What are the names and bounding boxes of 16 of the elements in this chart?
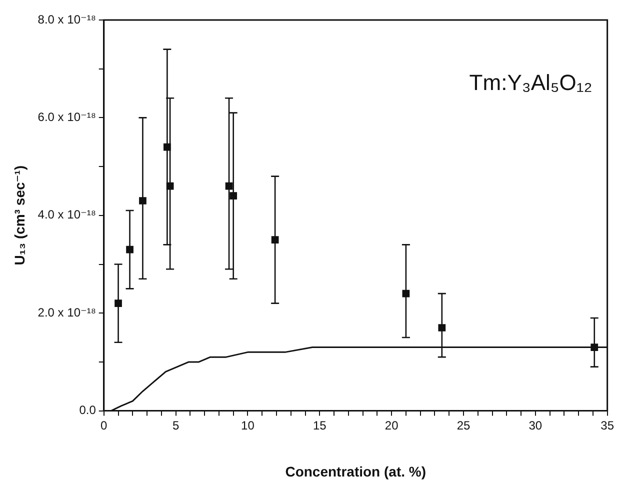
y-tick-label: 8.0 x 10⁻¹⁸ [38,12,96,26]
y-axis-title: U₁₃ (cm³ sec⁻¹) [11,166,28,266]
x-tick-label: 25 [456,418,470,432]
y-tick-label: 6.0 x 10⁻¹⁸ [38,110,96,124]
annotation: Tm:Y₃Al₅O₁₂ [469,70,592,95]
x-tick-label: 35 [600,418,614,432]
y-tick-label: 0.0 [79,403,96,418]
x-tick-label: 5 [172,418,180,432]
x-tick-label: 30 [528,418,542,432]
x-tick-label: 20 [384,418,399,432]
x-tick-label: 0 [100,418,108,432]
x-tick-label: 15 [312,418,327,432]
y-tick-label: 4.0 x 10⁻¹⁸ [38,208,96,222]
x-tick-label: 10 [241,418,255,432]
x-axis-title: Concentration (at. %) [285,463,426,480]
y-tick-label: 2.0 x 10⁻¹⁸ [38,305,96,320]
